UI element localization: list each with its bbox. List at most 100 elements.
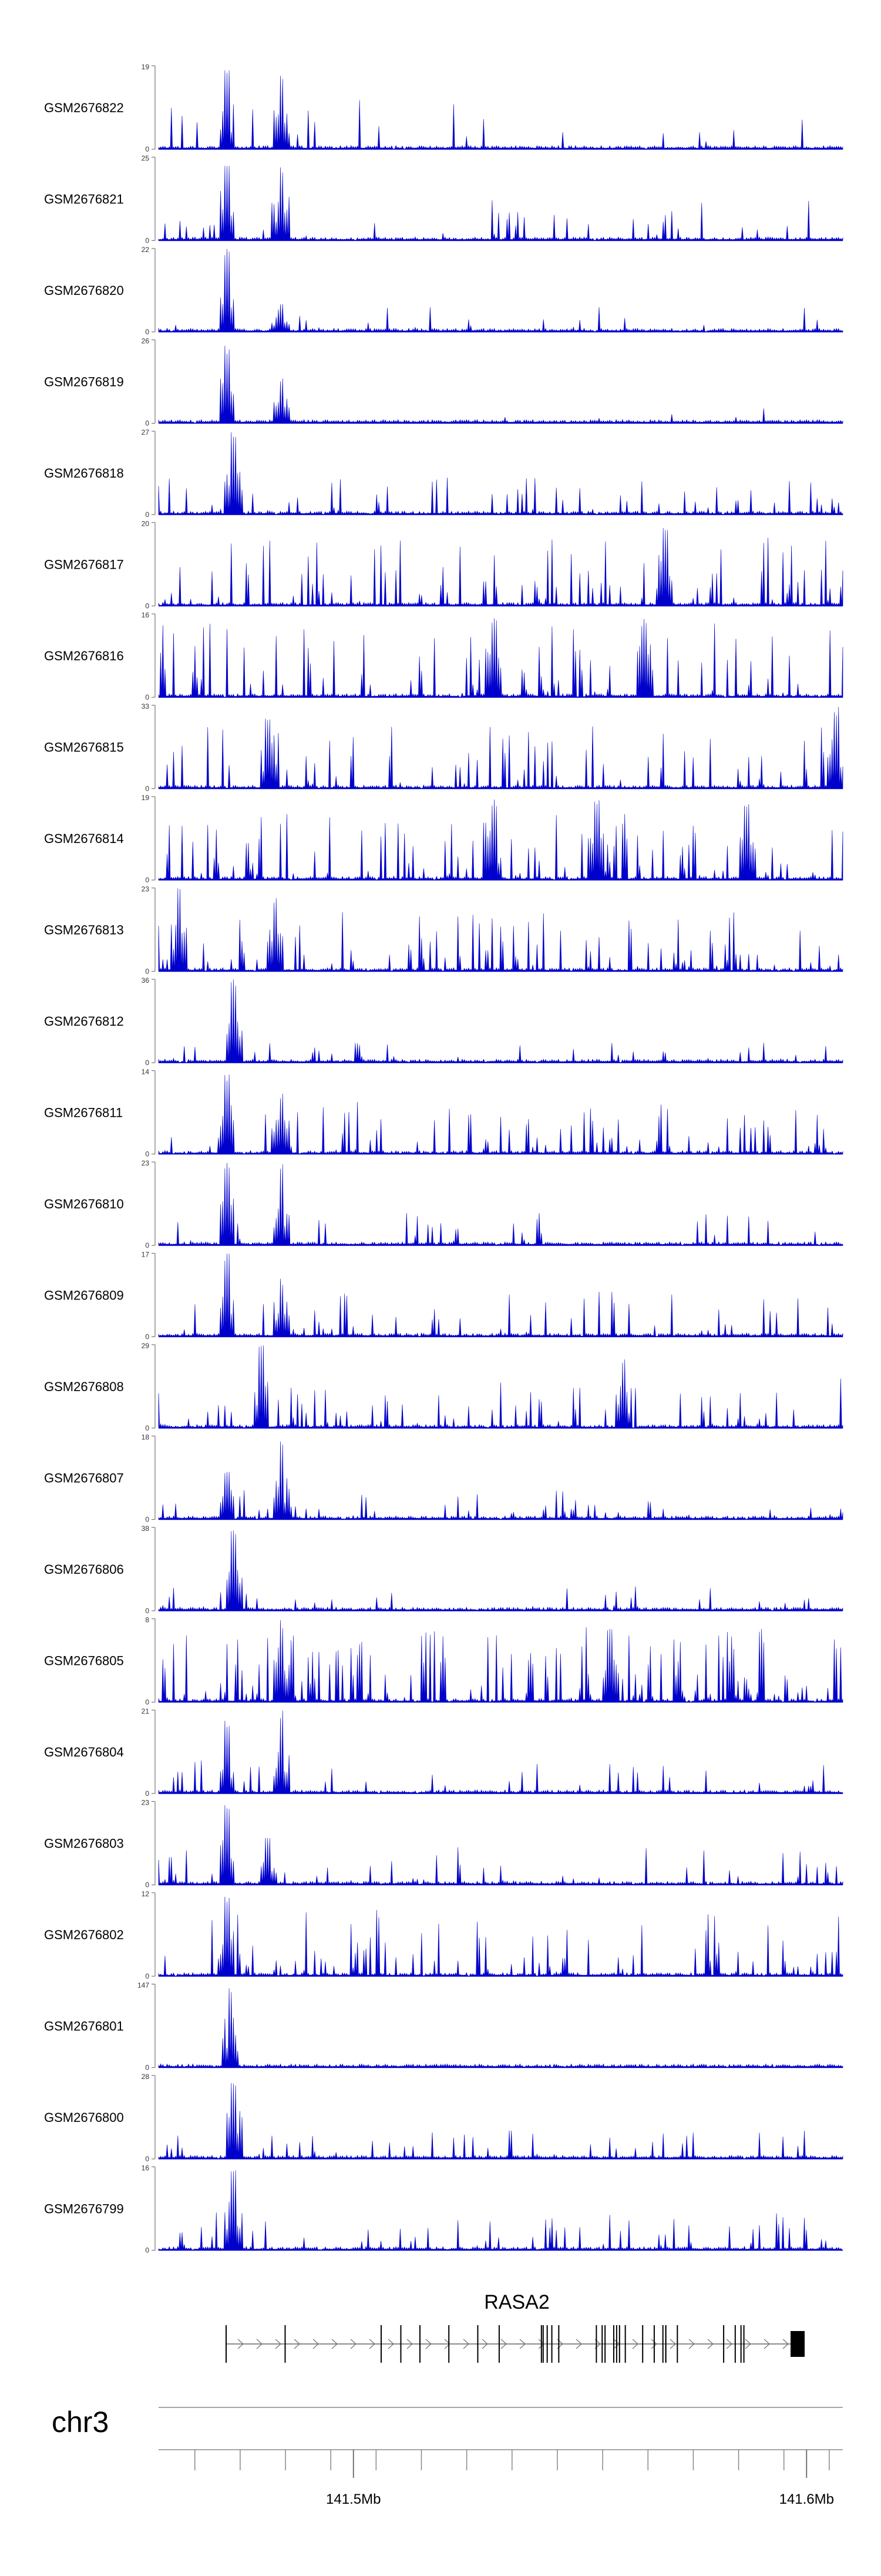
track-label: GSM2676802	[44, 1927, 124, 1942]
track-label: GSM2676805	[44, 1654, 124, 1668]
track-GSM2676809: GSM2676809 17 0	[44, 1251, 843, 1341]
y-max-label: 22	[142, 246, 150, 254]
y-max-label: 29	[142, 1342, 150, 1350]
track-GSM2676818: GSM2676818 27 0	[44, 428, 843, 519]
y-max-label: 16	[142, 611, 150, 619]
y-min-label: 0	[145, 1516, 149, 1524]
track-label: GSM2676819	[44, 375, 124, 389]
y-min-label: 0	[145, 1698, 149, 1707]
track-GSM2676819: GSM2676819 26 0	[44, 337, 843, 428]
track-GSM2676803: GSM2676803 23 0	[44, 1799, 843, 1889]
track-GSM2676813: GSM2676813 23 0	[44, 885, 843, 976]
y-max-label: 28	[142, 2073, 150, 2081]
signal-area	[158, 248, 843, 333]
track-GSM2676806: GSM2676806 38 0	[44, 1524, 843, 1615]
signal-area	[158, 707, 843, 789]
track-label: GSM2676803	[44, 1836, 124, 1851]
strand-arrow	[350, 2339, 357, 2349]
signal-area	[158, 432, 843, 515]
y-max-label: 17	[142, 1251, 150, 1259]
y-min-label: 0	[145, 1881, 149, 1889]
y-min-label: 0	[145, 785, 149, 793]
signal-area	[158, 2170, 843, 2251]
strand-arrow	[406, 2339, 413, 2349]
tracks-layer: GSM2676822190GSM2676821250GSM2676820220G…	[44, 63, 843, 2255]
track-GSM2676805: GSM2676805 8 0	[44, 1616, 843, 1707]
y-min-label: 0	[145, 328, 149, 336]
track-GSM2676814: GSM2676814 19 0	[44, 794, 843, 884]
y-max-label: 26	[142, 337, 150, 345]
strand-arrow	[782, 2339, 789, 2349]
track-label: GSM2676807	[44, 1471, 124, 1486]
strand-arrow	[651, 2339, 657, 2349]
track-GSM2676810: GSM2676810 23 0	[44, 1159, 843, 1250]
track-GSM2676822: GSM2676822 19 0	[44, 63, 843, 153]
signal-area	[158, 1805, 843, 1885]
y-min-label: 0	[145, 693, 149, 701]
strand-arrow	[425, 2339, 432, 2349]
axis-tick-label: 141.6Mb	[779, 2491, 834, 2507]
y-max-label: 12	[142, 1890, 150, 1898]
strand-arrow	[632, 2339, 638, 2349]
strand-arrow	[482, 2339, 488, 2349]
y-max-label: 23	[142, 1799, 150, 1807]
y-min-label: 0	[145, 237, 149, 245]
signal-area	[158, 1988, 843, 2068]
y-min-label: 0	[145, 1972, 149, 1980]
y-max-label: 14	[142, 1068, 150, 1076]
track-label: GSM2676804	[44, 1745, 124, 1759]
track-GSM2676808: GSM2676808 29 0	[44, 1342, 843, 1432]
y-max-label: 21	[142, 1707, 150, 1715]
strand-arrow	[237, 2339, 244, 2349]
strand-arrow	[519, 2339, 526, 2349]
y-max-label: 18	[142, 1433, 150, 1442]
signal-area	[158, 888, 843, 972]
track-GSM2676799: GSM2676799 16 0	[44, 2164, 843, 2255]
track-GSM2676802: GSM2676802 12 0	[44, 1890, 843, 1980]
strand-arrow	[275, 2339, 281, 2349]
y-max-label: 38	[142, 1524, 150, 1533]
y-max-label: 8	[145, 1616, 149, 1624]
track-label: GSM2676820	[44, 283, 124, 298]
y-max-label: 23	[142, 1159, 150, 1167]
strand-arrow	[444, 2339, 450, 2349]
strand-arrow	[500, 2339, 507, 2349]
track-GSM2676820: GSM2676820 22 0	[44, 246, 843, 336]
y-min-label: 0	[145, 1241, 149, 1250]
track-label: GSM2676818	[44, 466, 124, 481]
strand-arrow	[369, 2339, 375, 2349]
track-label: GSM2676814	[44, 831, 124, 846]
signal-area	[158, 166, 843, 241]
strand-arrow	[670, 2339, 676, 2349]
track-GSM2676807: GSM2676807 18 0	[44, 1433, 843, 1524]
track-GSM2676817: GSM2676817 20 0	[44, 520, 843, 610]
track-GSM2676804: GSM2676804 21 0	[44, 1707, 843, 1798]
signal-area	[158, 1345, 843, 1429]
y-max-label: 147	[137, 1981, 149, 1990]
signal-area	[158, 1441, 843, 1520]
y-min-label: 0	[145, 1333, 149, 1341]
gene-layer: RASA2	[226, 2291, 805, 2363]
y-min-label: 0	[145, 2246, 149, 2255]
strand-arrow	[388, 2339, 394, 2349]
y-max-label: 36	[142, 976, 150, 985]
strand-arrow	[294, 2339, 300, 2349]
track-GSM2676801: GSM2676801 147 0	[44, 1981, 843, 2072]
y-max-label: 23	[142, 885, 150, 894]
y-max-label: 19	[142, 63, 150, 71]
signal-area	[158, 618, 843, 698]
y-min-label: 0	[145, 1789, 149, 1798]
track-label: GSM2676799	[44, 2202, 124, 2216]
y-min-label: 0	[145, 2155, 149, 2163]
y-min-label: 0	[145, 145, 149, 153]
y-max-label: 20	[142, 520, 150, 528]
signal-area	[158, 345, 843, 424]
track-GSM2676821: GSM2676821 25 0	[44, 155, 843, 245]
track-GSM2676812: GSM2676812 36 0	[44, 976, 843, 1067]
track-label: GSM2676811	[44, 1106, 123, 1120]
axis-tick-label: 141.5Mb	[326, 2491, 381, 2507]
y-max-label: 19	[142, 794, 150, 802]
y-max-label: 25	[142, 155, 150, 163]
